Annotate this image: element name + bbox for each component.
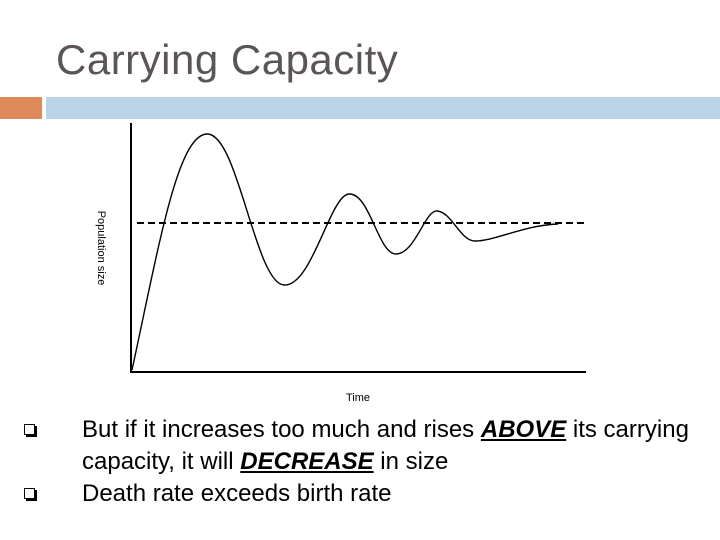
- bullet-text-part: But if it increases too much and rises: [82, 416, 481, 443]
- x-axis-label: Time: [346, 392, 370, 404]
- title-accent-square: [0, 97, 42, 119]
- population-curve: [131, 133, 559, 371]
- bullet-text: Death rate exceeds birth rate: [82, 480, 392, 507]
- bullet-item: But if it increases too much and rises A…: [24, 414, 714, 478]
- emphasis-above: ABOVE: [480, 416, 567, 443]
- emphasis-decrease: DECREASE: [240, 448, 374, 475]
- bullet-item: Death rate exceeds birth rate: [24, 478, 714, 510]
- bullet-list: But if it increases too much and rises A…: [24, 414, 714, 510]
- bullet-text-part: in size: [373, 448, 449, 475]
- square-bullet-icon: [24, 424, 35, 435]
- square-bullet-icon: [24, 488, 35, 499]
- bullet-text: But if it increases too much and rises A…: [82, 416, 689, 475]
- population-graph: Population size Time: [95, 123, 586, 404]
- title-accent-bar: [46, 97, 720, 119]
- bullet-text-part: its carrying capacity, it will: [82, 416, 689, 475]
- y-axis-label: Population size: [95, 211, 107, 286]
- slide-title: Carrying Capacity: [56, 36, 399, 83]
